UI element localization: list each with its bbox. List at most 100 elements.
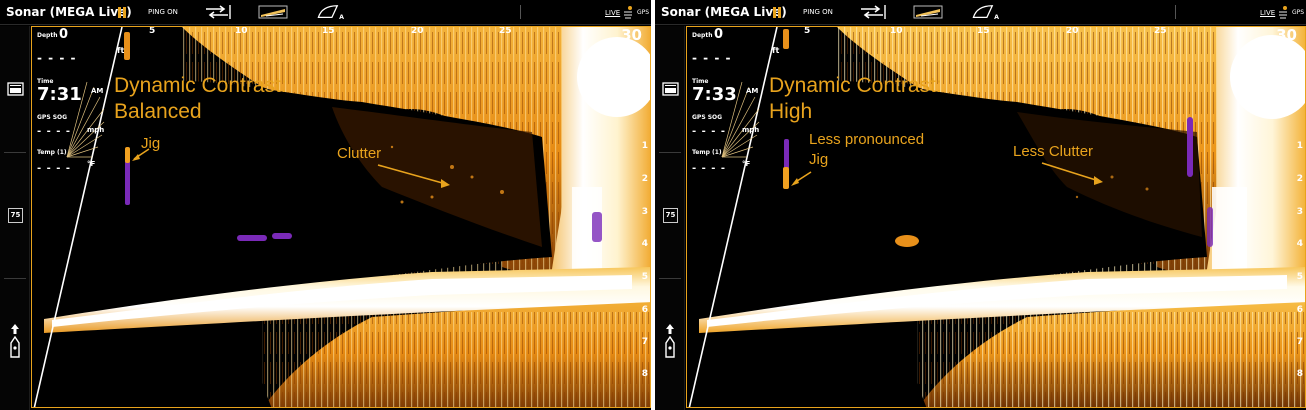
temp-unit: °F [87, 160, 96, 168]
depth-tick: 3 [641, 207, 648, 217]
depth-tick: 5 [641, 272, 648, 282]
boat-icon[interactable] [7, 323, 23, 359]
range-tick: 25 [1154, 26, 1167, 36]
svg-text:A: A [994, 14, 999, 21]
range-tick: 10 [235, 26, 248, 36]
range-tick: 5 [804, 26, 811, 36]
time-ampm: AM [746, 87, 759, 95]
temp-badge[interactable]: 75 [663, 208, 678, 223]
range-swap-icon[interactable] [857, 3, 887, 21]
title-bar: Sonar (MEGA Live) PING ON A LIVE GPS [655, 0, 1306, 25]
range-tick: 25 [499, 26, 512, 36]
depth-tick: 4 [641, 239, 648, 249]
sidebar-divider [4, 152, 26, 153]
depth-value: 0 [714, 27, 724, 42]
time-value: 7:31 [37, 84, 82, 105]
range-max: 30 [621, 26, 642, 44]
gps-indicator: GPS [1292, 9, 1305, 16]
boat-icon[interactable] [662, 323, 678, 359]
sonar-panel-high: Sonar (MEGA Live) PING ON A LIVE GPS [655, 0, 1306, 410]
annotation-subtitle: High [769, 100, 813, 123]
range-swap-icon[interactable] [202, 3, 232, 21]
side-toolbar: 75 [0, 26, 30, 410]
depth-tick: 8 [641, 369, 648, 379]
ping-status[interactable]: PING ON [803, 8, 833, 16]
transducer-mode-icon[interactable]: A [314, 3, 348, 21]
side-toolbar: 75 [655, 26, 685, 410]
time-value: 7:33 [692, 84, 737, 105]
depth-tick: 1 [641, 141, 648, 151]
annotation-title: Dynamic Contrast: [769, 74, 942, 97]
ping-status[interactable]: PING ON [148, 8, 178, 16]
transducer-mode-icon[interactable]: A [969, 3, 1003, 21]
sonar-view[interactable]: 5 10 15 20 25 30 1 2 3 4 5 6 7 8 Depth 0… [686, 26, 1306, 408]
range-tick: 15 [977, 26, 990, 36]
gps-indicator: GPS [637, 9, 650, 16]
annotation-jig: Jig [141, 135, 161, 152]
depth-readout: - - - - [692, 51, 732, 65]
sonar-thumbnail-icon[interactable] [913, 3, 943, 21]
time-label: Time [37, 78, 54, 85]
temp-value: - - - - [692, 163, 727, 174]
annotation-title: Dynamic Contrast: [114, 74, 287, 97]
gps-sog-value: - - - - [37, 126, 72, 137]
gps-sog-value: - - - - [692, 126, 727, 137]
annotation-clutter: Clutter [337, 145, 382, 162]
gps-sog-label: GPS SOG [37, 114, 68, 121]
depth-readout: - - - - [37, 51, 77, 65]
title-bar: Sonar (MEGA Live) PING ON A LIVE GPS [0, 0, 651, 25]
depth-tick: 2 [1296, 174, 1303, 184]
gps-sog-unit: mph [742, 126, 760, 134]
depth-tick: 8 [1296, 369, 1303, 379]
pause-icon[interactable] [772, 7, 782, 18]
sonar-view[interactable]: 5 10 15 20 25 30 1 2 3 4 5 6 7 8 Depth 0… [31, 26, 651, 408]
depth-tick: 6 [1296, 305, 1303, 315]
split-screen-icon[interactable] [7, 82, 24, 96]
time-ampm: AM [91, 87, 104, 95]
temp-unit: °F [742, 160, 751, 168]
annotation-jig-sub: Jig [809, 151, 829, 168]
range-tick: 15 [322, 26, 335, 36]
range-tick: 5 [149, 26, 156, 36]
range-tick: 20 [411, 26, 424, 36]
sidebar-divider [659, 278, 681, 279]
annotation-clutter: Less Clutter [1013, 143, 1094, 160]
depth-unit: ft [772, 46, 780, 55]
pause-icon[interactable] [117, 7, 127, 18]
annotation-jig: Less pronounced [809, 131, 925, 148]
temp-label: Temp (1) [692, 149, 722, 156]
satellite-icon [1279, 6, 1287, 19]
app-title: Sonar (MEGA Live) [661, 5, 787, 19]
range-tick: 10 [890, 26, 903, 36]
temp-value: - - - - [37, 163, 72, 174]
depth-label: Depth [692, 32, 713, 39]
depth-value: 0 [59, 27, 69, 42]
depth-tick: 1 [1296, 141, 1303, 151]
range-tick: 20 [1066, 26, 1079, 36]
temp-label: Temp (1) [37, 149, 67, 156]
depth-tick: 5 [1296, 272, 1303, 282]
split-screen-icon[interactable] [662, 82, 679, 96]
sidebar-divider [4, 278, 26, 279]
toolbar-divider [1175, 5, 1176, 19]
depth-label: Depth [37, 32, 58, 39]
depth-tick: 7 [1296, 337, 1303, 347]
live-indicator[interactable]: LIVE [1260, 9, 1276, 17]
sonar-panel-balanced: Sonar (MEGA Live) PING ON A LIVE GPS [0, 0, 651, 410]
depth-tick: 2 [641, 174, 648, 184]
toolbar-divider [520, 5, 521, 19]
sonar-thumbnail-icon[interactable] [258, 3, 288, 21]
satellite-icon [624, 6, 632, 19]
sonar-returns-image [32, 27, 650, 407]
sonar-returns-image [687, 27, 1305, 407]
svg-text:A: A [339, 14, 344, 21]
temp-badge[interactable]: 75 [8, 208, 23, 223]
app-title: Sonar (MEGA Live) [6, 5, 132, 19]
live-indicator[interactable]: LIVE [605, 9, 621, 17]
depth-unit: ft [117, 46, 125, 55]
gps-sog-unit: mph [87, 126, 105, 134]
depth-tick: 7 [641, 337, 648, 347]
annotation-subtitle: Balanced [114, 100, 202, 123]
range-max: 30 [1276, 26, 1297, 44]
time-label: Time [692, 78, 709, 85]
